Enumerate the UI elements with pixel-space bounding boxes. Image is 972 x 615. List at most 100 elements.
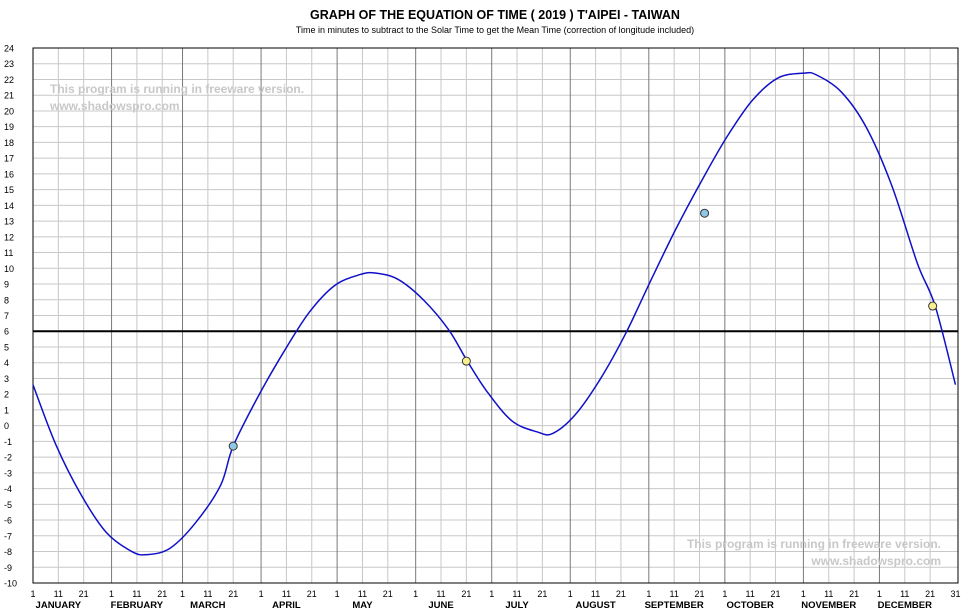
y-tick-label: 6	[4, 327, 9, 337]
equation-of-time-curve	[32, 71, 957, 556]
x-tick-label: 11	[900, 589, 909, 599]
marker-layer	[228, 208, 938, 451]
x-tick-label: 21	[383, 589, 393, 599]
y-tick-label: 13	[4, 217, 14, 227]
y-tick-label: -4	[4, 484, 12, 494]
x-tick-label: 11	[203, 589, 212, 599]
month-label: JANUARY	[36, 600, 82, 611]
y-tick-label: -9	[4, 563, 12, 573]
grid-layer	[32, 47, 959, 584]
y-tick-label: -8	[4, 547, 12, 557]
x-tick-label: 11	[436, 589, 445, 599]
y-tick-label: 8	[4, 295, 9, 305]
x-tick-label: 11	[282, 589, 291, 599]
x-tick-label: 11	[824, 589, 833, 599]
month-label: APRIL	[272, 600, 301, 611]
x-tick-label: 21	[771, 589, 781, 599]
watermark-text: This program is running in freeware vers…	[50, 82, 305, 96]
y-tick-label: -2	[4, 453, 12, 463]
y-tick-label: 18	[4, 138, 14, 148]
y-tick-label: -3	[4, 468, 12, 478]
x-tick-label: 11	[591, 589, 600, 599]
x-tick-label: 21	[461, 589, 471, 599]
y-tick-label: -6	[4, 516, 12, 526]
chart-subtitle: Time in minutes to subtract to the Solar…	[295, 25, 695, 35]
x-tick-label: 21	[925, 589, 935, 599]
y-tick-label: 1	[4, 405, 9, 415]
y-tick-label: -7	[4, 531, 12, 541]
month-label: JULY	[505, 600, 529, 611]
equinox-marker	[228, 441, 238, 451]
month-label: NOVEMBER	[801, 600, 856, 611]
x-tick-label: 21	[694, 589, 704, 599]
x-tick-label: 11	[358, 589, 367, 599]
chart-title: GRAPH OF THE EQUATION OF TIME ( 2019 ) T…	[310, 8, 680, 22]
x-tick-label: 1	[568, 589, 573, 599]
y-tick-label: 2	[4, 390, 9, 400]
y-tick-label: -5	[4, 500, 12, 510]
x-tick-label: 21	[79, 589, 89, 599]
x-tick-label: 1	[413, 589, 418, 599]
x-tick-label: 1	[180, 589, 185, 599]
x-tick-label: 11	[512, 589, 521, 599]
y-tick-label: 19	[4, 122, 14, 132]
y-tick-label: 22	[4, 75, 14, 85]
plot-border	[32, 47, 959, 584]
month-label: MARCH	[190, 600, 225, 611]
watermark-text: This program is running in freeware vers…	[686, 537, 941, 551]
month-label: JUNE	[428, 600, 453, 611]
y-tick-label: 0	[4, 421, 9, 431]
month-label: SEPTEMBER	[645, 600, 704, 611]
y-tick-label: 15	[4, 185, 14, 195]
solstice-marker	[928, 301, 938, 311]
x-tick-label: 11	[132, 589, 141, 599]
axis-layer: -10-9-8-7-6-5-4-3-2-10123456789101112131…	[4, 44, 960, 612]
y-tick-label: 24	[4, 44, 14, 54]
y-tick-label: 10	[4, 264, 14, 274]
x-tick-label: 1	[335, 589, 340, 599]
x-tick-label: 11	[746, 589, 755, 599]
x-tick-label: 1	[722, 589, 727, 599]
y-tick-label: 12	[4, 232, 14, 242]
month-label: AUGUST	[576, 600, 616, 611]
x-tick-label: 1	[646, 589, 651, 599]
y-tick-label: 5	[4, 342, 9, 352]
x-tick-label: 21	[307, 589, 317, 599]
x-tick-label: 11	[669, 589, 678, 599]
watermark-bottom-right: This program is running in freeware vers…	[667, 536, 941, 570]
x-tick-label: 11	[54, 589, 63, 599]
month-label: OCTOBER	[727, 600, 774, 611]
y-tick-label: 20	[4, 106, 14, 116]
x-tick-label: 1	[489, 589, 494, 599]
x-tick-label: 1	[877, 589, 882, 599]
y-tick-label: 3	[4, 374, 9, 384]
x-tick-label: 1	[259, 589, 264, 599]
watermark-url: www.shadowspro.com	[50, 99, 180, 113]
y-tick-label: 9	[4, 280, 9, 290]
x-tick-label: 1	[801, 589, 806, 599]
y-tick-label: 17	[4, 154, 14, 164]
x-tick-label: 21	[537, 589, 547, 599]
y-tick-label: 23	[4, 59, 14, 69]
x-tick-label: 1	[30, 589, 35, 599]
y-tick-label: 21	[4, 91, 14, 101]
x-tick-label: 1	[109, 589, 114, 599]
watermark-top-left: This program is running in freeware vers…	[50, 81, 304, 115]
y-tick-label: 7	[4, 311, 9, 321]
equinox-marker	[700, 208, 710, 218]
x-tick-label: 21	[228, 589, 238, 599]
x-tick-label: 31	[950, 589, 960, 599]
watermark-url: www.shadowspro.com	[811, 554, 941, 568]
curve-layer	[32, 71, 957, 556]
x-tick-label: 21	[616, 589, 626, 599]
y-tick-label: 11	[4, 248, 13, 258]
x-tick-label: 21	[157, 589, 167, 599]
y-tick-label: 4	[4, 358, 9, 368]
solstice-marker	[461, 356, 471, 366]
month-label: DECEMBER	[878, 600, 933, 611]
month-label: MAY	[352, 600, 373, 611]
y-tick-label: 14	[4, 201, 14, 211]
y-tick-label: -1	[4, 437, 12, 447]
x-tick-label: 21	[849, 589, 859, 599]
